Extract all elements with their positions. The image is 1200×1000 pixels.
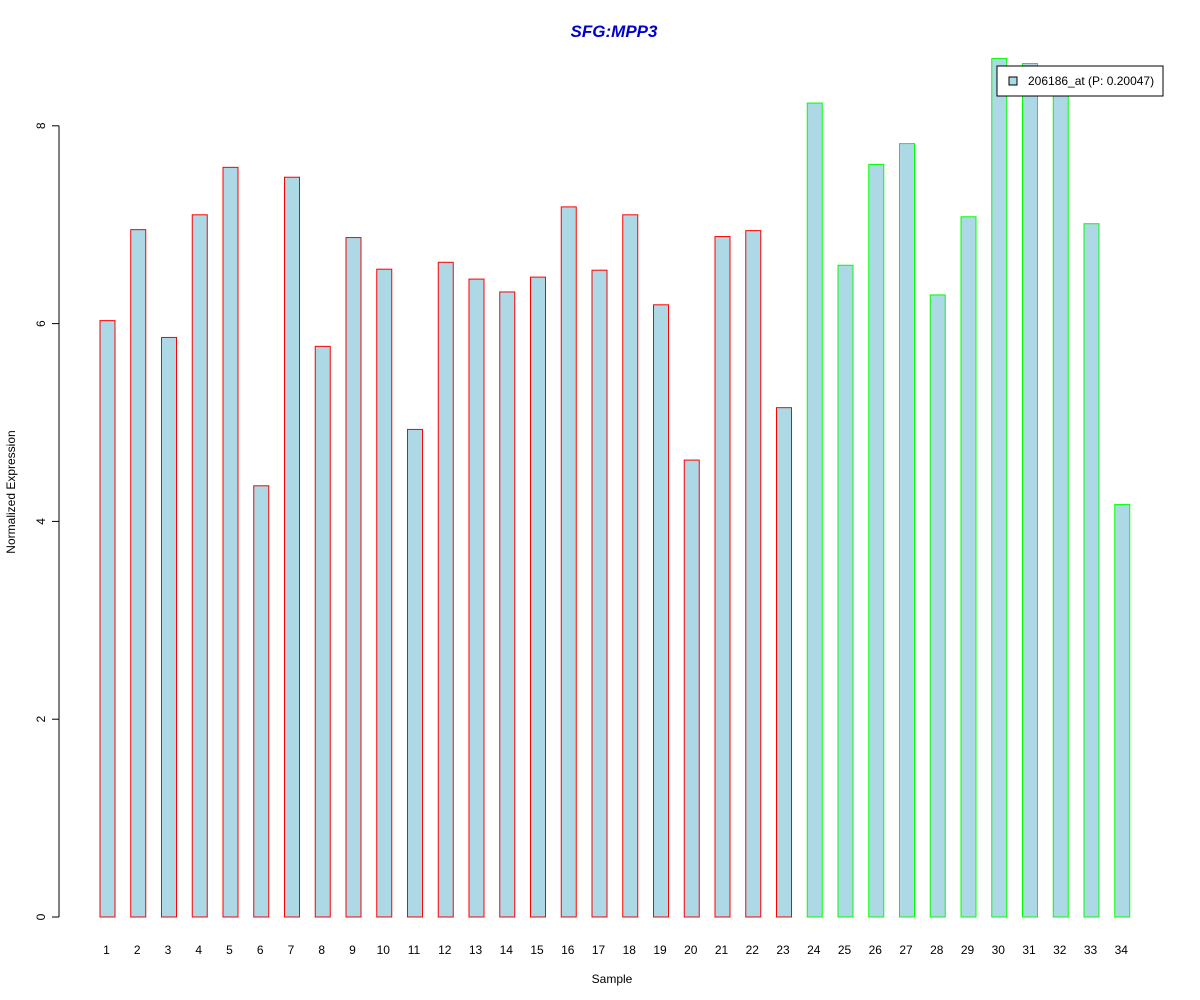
x-tick-label-7: 7 — [288, 943, 295, 957]
x-tick-label-5: 5 — [226, 943, 233, 957]
bar-sample-34 — [1114, 504, 1131, 918]
bar-sample-3 — [161, 336, 177, 918]
x-tick-label-11: 11 — [408, 943, 421, 957]
x-tick-label-18: 18 — [623, 943, 637, 957]
bar-sample-14 — [499, 291, 516, 918]
x-tick-label-1: 1 — [103, 943, 110, 957]
legend: 206186_at (P: 0.20047) — [996, 65, 1164, 97]
y-tick-label: 2 — [34, 716, 48, 723]
x-tick-label-10: 10 — [377, 943, 391, 957]
bar-sample-27 — [899, 143, 915, 918]
bar-sample-11 — [407, 428, 423, 918]
x-tick-label-21: 21 — [715, 943, 729, 957]
y-tick-label: 6 — [34, 320, 48, 327]
x-tick-label-17: 17 — [592, 943, 606, 957]
bar-sample-22 — [745, 230, 762, 918]
bar-sample-18 — [622, 214, 639, 918]
legend-label: 206186_at (P: 0.20047) — [1028, 74, 1154, 88]
x-tick-label-8: 8 — [318, 943, 325, 957]
x-tick-label-15: 15 — [530, 943, 544, 957]
bar-sample-26 — [868, 163, 885, 918]
x-tick-labels: 1 2 3 4 5 6 7 8 9 10 11 12 13 14 15 16 17 18 19 20 21 22 23 24 2… — [103, 943, 1128, 957]
y-axis-label: Normalized Expression — [4, 430, 18, 553]
bar-sample-23 — [776, 407, 792, 918]
bar-sample-6 — [253, 485, 270, 918]
x-tick-label-13: 13 — [469, 943, 483, 957]
bar-sample-28 — [929, 294, 946, 918]
bar-sample-2 — [130, 229, 147, 918]
x-tick-label-29: 29 — [961, 943, 975, 957]
bar-sample-12 — [437, 261, 454, 918]
bar-sample-29 — [960, 216, 977, 918]
bar-sample-13 — [468, 278, 485, 918]
x-tick-label-6: 6 — [257, 943, 264, 957]
y-tick-label: 4 — [34, 518, 48, 525]
x-tick-label-22: 22 — [746, 943, 760, 957]
y-tick-label: 8 — [34, 122, 48, 129]
x-tick-label-30: 30 — [992, 943, 1006, 957]
bar-sample-20 — [683, 459, 700, 918]
bar-sample-5 — [222, 166, 239, 918]
x-tick-label-9: 9 — [349, 943, 356, 957]
bar-sample-31 — [1022, 62, 1038, 918]
x-tick-label-34: 34 — [1115, 943, 1129, 957]
x-tick-label-33: 33 — [1084, 943, 1098, 957]
bar-sample-17 — [591, 269, 608, 918]
legend-box — [996, 65, 1164, 97]
x-tick-label-24: 24 — [807, 943, 821, 957]
bar-sample-9 — [345, 237, 362, 918]
x-tick-label-23: 23 — [776, 943, 790, 957]
x-tick-label-12: 12 — [438, 943, 452, 957]
x-tick-label-19: 19 — [653, 943, 667, 957]
x-tick-label-27: 27 — [899, 943, 913, 957]
x-tick-label-14: 14 — [500, 943, 514, 957]
bars-group — [99, 58, 1131, 918]
bar-sample-33 — [1083, 223, 1100, 918]
bar-sample-19 — [653, 304, 669, 918]
x-axis-label: Sample — [592, 972, 633, 986]
bar-sample-10 — [376, 268, 393, 918]
bar-sample-8 — [314, 345, 331, 918]
x-tick-label-16: 16 — [561, 943, 575, 957]
bar-sample-32 — [1052, 85, 1069, 918]
x-tick-label-31: 31 — [1022, 943, 1036, 957]
x-tick-label-32: 32 — [1053, 943, 1067, 957]
bar-sample-25 — [837, 264, 854, 918]
bar-sample-15 — [530, 276, 546, 918]
x-tick-label-4: 4 — [195, 943, 202, 957]
bar-sample-7 — [284, 176, 300, 918]
x-tick-label-3: 3 — [165, 943, 172, 957]
x-tick-label-2: 2 — [134, 943, 141, 957]
chart-title: SFG:MPP3 — [571, 22, 658, 41]
x-tick-label-20: 20 — [684, 943, 698, 957]
bar-sample-4 — [191, 214, 208, 918]
y-tick-label: 0 — [34, 913, 48, 920]
x-tick-label-26: 26 — [869, 943, 883, 957]
bar-sample-16 — [560, 206, 577, 918]
bar-sample-24 — [806, 102, 823, 918]
x-tick-label-25: 25 — [838, 943, 852, 957]
y-axis: 0 2 4 6 8 — [34, 122, 60, 920]
bar-sample-21 — [714, 236, 731, 918]
bar-sample-30 — [991, 58, 1008, 918]
legend-swatch — [1008, 76, 1018, 86]
x-tick-label-28: 28 — [930, 943, 944, 957]
bar-sample-1 — [99, 320, 116, 918]
